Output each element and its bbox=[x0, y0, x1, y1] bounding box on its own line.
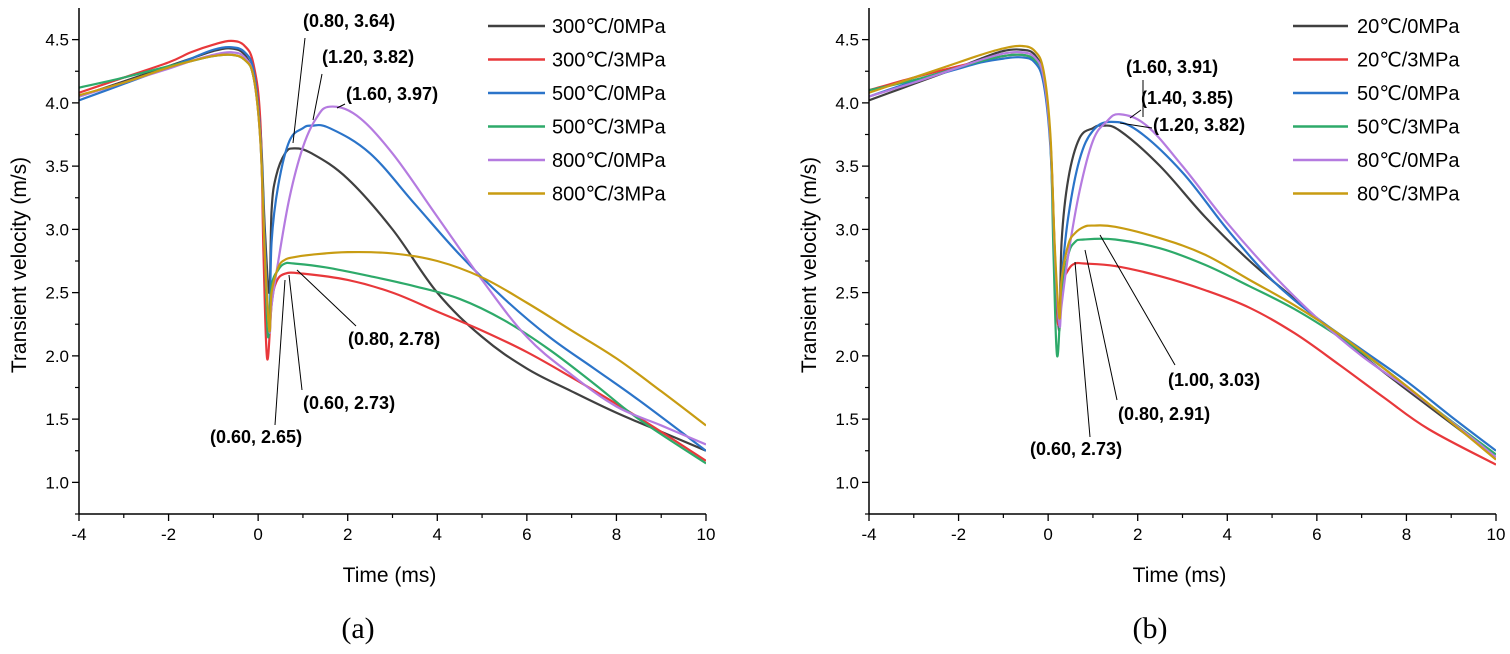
x-tick-label: 2 bbox=[1133, 525, 1142, 544]
series-line-4 bbox=[869, 50, 1496, 458]
annotation-leader bbox=[1129, 109, 1142, 119]
y-tick-label: 2.0 bbox=[45, 347, 69, 366]
x-tick-label: 6 bbox=[522, 525, 531, 544]
y-axis-label: Transient velocity (m/s) bbox=[8, 157, 31, 373]
chart-panel-b: -4 -2 0 2 4 6 8 10 1.0 1.5 2.0 2.5 3.0 3.5 4.0 4.5 Time … bbox=[798, 8, 1505, 645]
annotation-leader bbox=[1084, 249, 1118, 401]
x-tick-label: -2 bbox=[161, 525, 176, 544]
legend-entry-label: 80℃/3MPa bbox=[1357, 184, 1460, 206]
annotation-label: (0.80, 2.91) bbox=[1118, 404, 1210, 424]
annotation-leader bbox=[336, 103, 346, 109]
legend-entry-label: 20℃/0MPa bbox=[1357, 16, 1460, 38]
panel-caption: (b) bbox=[1133, 612, 1168, 645]
y-tick-label: 4.0 bbox=[835, 94, 859, 113]
annotation-label: (1.20, 3.82) bbox=[1153, 115, 1245, 135]
annotation-label: (0.60, 2.73) bbox=[1030, 439, 1122, 459]
legend-entry-label: 50℃/0MPa bbox=[1357, 83, 1460, 105]
annotation-leader bbox=[292, 37, 306, 144]
legend-entry-label: 50℃/3MPa bbox=[1357, 117, 1460, 139]
series-line-2 bbox=[79, 46, 706, 452]
x-tick-label: 4 bbox=[1223, 525, 1232, 544]
annotation-label: (1.00, 3.03) bbox=[1168, 370, 1260, 390]
y-tick-label: 2.0 bbox=[835, 347, 859, 366]
series-group bbox=[869, 44, 1496, 466]
y-tick-label: 1.5 bbox=[45, 410, 69, 429]
series-line-4 bbox=[79, 51, 706, 446]
x-tick-label: 0 bbox=[253, 525, 262, 544]
legend-entry-label: 800℃/3MPa bbox=[552, 184, 667, 206]
y-tick-label: 4.0 bbox=[45, 94, 69, 113]
legend-entry-label: 500℃/3MPa bbox=[552, 117, 667, 139]
x-tick-label: 2 bbox=[343, 525, 352, 544]
series-line-3 bbox=[869, 53, 1496, 456]
y-tick-label: 1.0 bbox=[45, 473, 69, 492]
x-tick-label: 10 bbox=[697, 525, 716, 544]
y-tick-label: 1.0 bbox=[835, 473, 859, 492]
legend-entry-label: 300℃/3MPa bbox=[552, 50, 667, 72]
series-line-0 bbox=[869, 48, 1496, 458]
x-tick-label: 0 bbox=[1043, 525, 1052, 544]
legend: 20℃/0MPa 20℃/3MPa 50℃/0MPa 50℃/3MPa 80℃/0MPa… bbox=[1293, 16, 1460, 206]
annotation-label: (0.80, 3.64) bbox=[303, 11, 395, 31]
chart-panel-a: -4 -2 0 2 4 6 8 10 1.0 1.5 2.0 2.5 3.0 3.5 4.0 4.5 Time … bbox=[8, 8, 715, 645]
annotation-label: (0.80, 2.78) bbox=[348, 329, 440, 349]
legend: 300℃/0MPa 300℃/3MPa 500℃/0MPa 500℃/3MPa 800℃… bbox=[488, 16, 667, 206]
annotation-label: (0.60, 2.73) bbox=[303, 393, 395, 413]
x-tick-label: 8 bbox=[1402, 525, 1411, 544]
series-group bbox=[79, 39, 706, 465]
y-tick-label: 4.5 bbox=[835, 31, 859, 50]
x-axis-label: Time (ms) bbox=[343, 564, 437, 587]
x-tick-label: 10 bbox=[1487, 525, 1506, 544]
annotation-label: (1.60, 3.97) bbox=[346, 84, 438, 104]
annotation-label: (1.20, 3.82) bbox=[322, 47, 414, 67]
legend-entry-label: 500℃/0MPa bbox=[552, 83, 667, 105]
x-tick-label: 6 bbox=[1312, 525, 1321, 544]
y-tick-label: 1.5 bbox=[835, 410, 859, 429]
annotation-label: (1.60, 3.91) bbox=[1126, 57, 1218, 77]
annotation-leader bbox=[1074, 261, 1091, 438]
series-line-5 bbox=[79, 53, 706, 427]
y-tick-label: 4.5 bbox=[45, 31, 69, 50]
annotation-label: (1.40, 3.85) bbox=[1141, 88, 1233, 108]
y-tick-label: 3.0 bbox=[835, 220, 859, 239]
annotation-leader bbox=[274, 279, 286, 426]
x-tick-label: -2 bbox=[951, 525, 966, 544]
legend-entry-label: 80℃/0MPa bbox=[1357, 150, 1460, 172]
annotation-leader bbox=[312, 73, 323, 121]
annotation-leader bbox=[1119, 122, 1153, 129]
annotations: (1.60, 3.91) (1.40, 3.85) (1.20, 3.82) (1.0… bbox=[1030, 57, 1260, 459]
series-line-0 bbox=[79, 47, 706, 452]
annotations: (0.80, 3.64) (1.20, 3.82) (1.60, 3.97) (0.8… bbox=[210, 11, 440, 447]
y-axis-label: Transient velocity (m/s) bbox=[798, 157, 821, 373]
series-line-5 bbox=[869, 44, 1496, 461]
y-tick-label: 3.5 bbox=[45, 157, 69, 176]
y-tick-label: 2.5 bbox=[45, 284, 69, 303]
y-tick-label: 3.0 bbox=[45, 220, 69, 239]
annotation-leader bbox=[1099, 234, 1176, 366]
panel-caption: (a) bbox=[341, 612, 374, 645]
x-tick-label: -4 bbox=[71, 525, 86, 544]
annotation-leader bbox=[296, 269, 357, 327]
legend-entry-label: 20℃/3MPa bbox=[1357, 50, 1460, 72]
x-tick-label: 8 bbox=[612, 525, 621, 544]
x-tick-label: -4 bbox=[861, 525, 876, 544]
x-tick-label: 4 bbox=[433, 525, 442, 544]
legend-entry-label: 800℃/0MPa bbox=[552, 150, 667, 172]
y-tick-label: 3.5 bbox=[835, 157, 859, 176]
x-axis-label: Time (ms) bbox=[1133, 564, 1227, 587]
annotation-leader bbox=[288, 274, 303, 391]
legend-entry-label: 300℃/0MPa bbox=[552, 16, 667, 38]
y-tick-label: 2.5 bbox=[835, 284, 859, 303]
annotation-label: (0.60, 2.65) bbox=[210, 427, 302, 447]
